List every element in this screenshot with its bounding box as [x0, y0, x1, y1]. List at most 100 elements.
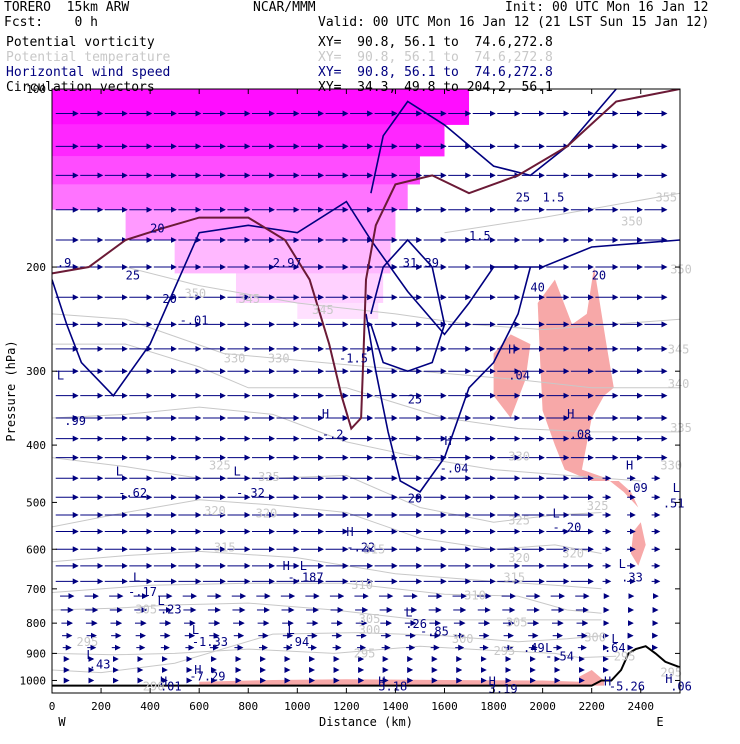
legend-potential-temperature-xy: XY= 90.8, 56.1 to 74.6,272.8 [318, 50, 553, 65]
legend-potential-temperature: Potential temperature [6, 50, 171, 65]
field-label: 40 [530, 281, 544, 295]
y-tick-label: 900 [26, 647, 46, 660]
theta-label: 315 [364, 542, 386, 556]
field-label: H [378, 675, 385, 689]
organization-label: NCAR/MMM [253, 0, 316, 15]
field-label: H [283, 559, 290, 573]
field-label: 3.19 [489, 682, 518, 696]
axes-layer: 0 200 400 600 800 1000 1200 1400 1600 1800 2000 220… [20, 83, 680, 713]
theta-contour-340 [52, 313, 680, 389]
circulation-vector-layer [55, 110, 668, 684]
forecast-hour: Fcst: 0 h [4, 15, 98, 30]
field-label: .23 [160, 602, 182, 616]
field-label: H [346, 525, 353, 539]
x-tick-label: 1800 [480, 700, 507, 713]
pv-fill-band [52, 156, 420, 185]
y-tick-label: 400 [26, 439, 46, 452]
field-label: -.85 [420, 625, 449, 639]
wind-speed-contour-20 [365, 266, 532, 493]
y-tick-label: 100 [26, 83, 46, 96]
field-label: 1.5 [543, 191, 565, 205]
pv-fill-band [52, 89, 470, 125]
west-end-label: W [58, 715, 66, 729]
field-label: H [626, 459, 633, 473]
x-tick-label: 800 [238, 700, 258, 713]
field-label: L [611, 632, 618, 646]
legend-horizontal-wind-speed-xy: XY= 90.8, 56.1 to 74.6,272.8 [318, 65, 553, 80]
field-label: .26 [405, 617, 427, 631]
field-label: 20 [592, 269, 606, 283]
theta-label: 335 [670, 421, 692, 435]
field-label: L [619, 557, 626, 571]
field-label: H [567, 407, 574, 421]
field-label: H [194, 663, 201, 677]
field-label: L [234, 464, 241, 478]
theta-label: 305 [506, 615, 528, 629]
terrain-layer [52, 645, 680, 687]
theta-label: 320 [204, 504, 226, 518]
x-tick-label: 2400 [628, 700, 655, 713]
theta-label: 355 [655, 191, 677, 205]
field-label: 1.5 [469, 229, 491, 243]
legend-potential-vorticity-xy: XY= 90.8, 56.1 to 74.6,272.8 [318, 35, 553, 50]
theta-contour-330 [52, 406, 641, 482]
field-label: .94 [288, 635, 310, 649]
theta-label: 290 [143, 680, 165, 694]
theta-label: 325 [508, 514, 530, 528]
wind-speed-contour-25 [370, 238, 446, 373]
wind-speed-contour-20 [52, 200, 680, 397]
shaded-region [493, 334, 531, 418]
shaded-region [579, 670, 604, 686]
legend-circulation-vectors: Circulation vectors [6, 80, 155, 95]
field-label: L [545, 641, 552, 655]
field-label: L [288, 623, 295, 637]
pv-fill-band [52, 124, 445, 157]
x-tick-label: 0 [49, 700, 56, 713]
field-label: -.187 [288, 570, 324, 584]
model-title: TORERO 15km ARW [4, 0, 130, 15]
y-tick-label: 300 [26, 365, 46, 378]
theta-label: 295 [77, 635, 99, 649]
theta-label: 300 [584, 631, 606, 645]
theta-label: 345 [238, 292, 260, 306]
theta-label: 320 [562, 547, 584, 561]
field-label: H [508, 342, 515, 356]
legend-horizontal-wind-speed: Horizontal wind speed [6, 65, 171, 80]
field-label: .9 [57, 256, 71, 270]
theta-label: 300 [359, 623, 381, 637]
legend-potential-vorticity: Potential vorticity [6, 35, 155, 50]
field-label: -7.29 [189, 669, 225, 683]
theta-label: 325 [209, 459, 231, 473]
theta-label: 295 [614, 649, 636, 663]
theta-label: 300 [452, 632, 474, 646]
theta-label: 345 [312, 303, 334, 317]
theta-label: 320 [256, 506, 278, 520]
field-label: L [673, 481, 680, 495]
shaded-region [630, 522, 646, 566]
wind-speed-contour-layer [52, 89, 680, 493]
theta-label: 350 [621, 214, 643, 228]
field-label: .33 [621, 570, 643, 584]
init-time: Init: 00 UTC Mon 16 Jan 12 [505, 0, 709, 15]
theta-label: 295 [494, 644, 516, 658]
theta-label: 305 [135, 602, 157, 616]
field-label: 2.97 [273, 256, 302, 270]
field-label: -.2 [322, 428, 344, 442]
pv-fill-layer [52, 89, 470, 319]
field-label: L [57, 369, 64, 383]
field-label: H [665, 672, 672, 686]
theta-contour-295 [52, 645, 617, 659]
field-label: H [160, 675, 167, 689]
x-tick-label: 1400 [382, 700, 409, 713]
terrain-line [52, 645, 680, 687]
field-label: 20 [150, 222, 164, 236]
field-label: -.20 [552, 521, 581, 535]
field-label-layer: L .99 L -.62 L -.32 H -.2 H -.04 H .04 H .08 H .09 L .51 L… [57, 191, 692, 696]
pv-contour-1.5 [52, 89, 680, 431]
field-label: 25 [516, 191, 530, 205]
x-tick-label: 1200 [333, 700, 360, 713]
x-axis-label: Distance (km) [319, 715, 413, 729]
field-label: L [405, 606, 412, 620]
x-tick-label: 400 [140, 700, 160, 713]
